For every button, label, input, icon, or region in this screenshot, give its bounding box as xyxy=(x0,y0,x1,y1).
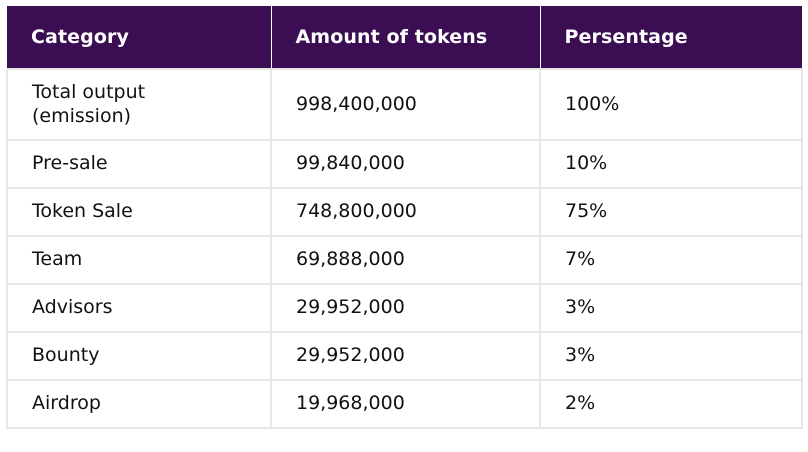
cell-amount: 29,952,000 xyxy=(270,331,541,381)
cell-percentage: 3% xyxy=(539,331,803,381)
cell-category: Bounty xyxy=(6,331,272,381)
cell-category: Pre-sale xyxy=(6,139,272,189)
cell-category: Airdrop xyxy=(6,379,272,429)
cell-percentage: 7% xyxy=(539,235,803,285)
table-body: Total output (emission) 998,400,000 100%… xyxy=(6,68,803,429)
table-row: Team 69,888,000 7% xyxy=(6,235,803,285)
cell-category: Total output (emission) xyxy=(6,68,272,141)
header-category: Category xyxy=(7,6,272,69)
cell-amount: 99,840,000 xyxy=(270,139,541,189)
cell-percentage: 75% xyxy=(539,187,803,237)
cell-amount: 29,952,000 xyxy=(270,283,541,333)
cell-amount: 998,400,000 xyxy=(270,68,541,141)
table-row: Bounty 29,952,000 3% xyxy=(6,331,803,381)
table-row: Token Sale 748,800,000 75% xyxy=(6,187,803,237)
table-header: Category Amount of tokens Persentage xyxy=(7,6,802,69)
cell-amount: 748,800,000 xyxy=(270,187,541,237)
header-percentage: Persentage xyxy=(564,26,688,48)
cell-percentage: 100% xyxy=(539,68,803,141)
cell-percentage: 2% xyxy=(539,379,803,429)
cell-category: Advisors xyxy=(6,283,272,333)
table-row: Pre-sale 99,840,000 10% xyxy=(6,139,803,189)
cell-category: Team xyxy=(6,235,272,285)
table-row: Advisors 29,952,000 3% xyxy=(6,283,803,333)
header-row: Category Amount of tokens Persentage xyxy=(7,6,802,69)
token-distribution-table-container: Category Amount of tokens Persentage Tot… xyxy=(6,6,803,446)
header-amount-of-tokens: Amount of tokens xyxy=(271,6,541,69)
cell-amount: 69,888,000 xyxy=(270,235,541,285)
cell-amount: 19,968,000 xyxy=(270,379,541,429)
cell-category: Token Sale xyxy=(6,187,272,237)
table-row: Airdrop 19,968,000 2% xyxy=(6,379,803,429)
cell-percentage: 10% xyxy=(539,139,803,189)
table-row: Total output (emission) 998,400,000 100% xyxy=(6,68,803,141)
cell-percentage: 3% xyxy=(539,283,803,333)
token-distribution-table: Category Amount of tokens Persentage Tot… xyxy=(6,6,803,429)
